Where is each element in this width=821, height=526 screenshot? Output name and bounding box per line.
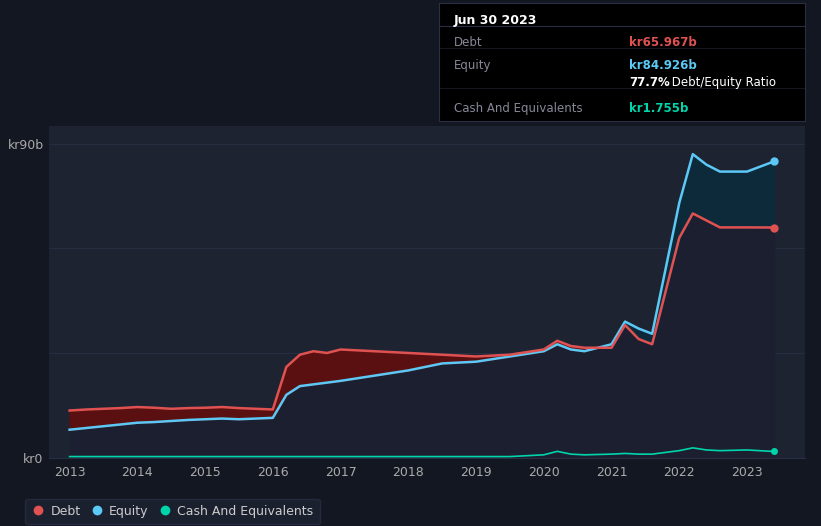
Text: Cash And Equivalents: Cash And Equivalents (454, 102, 582, 115)
Text: kr1.755b: kr1.755b (629, 102, 689, 115)
Text: kr65.967b: kr65.967b (629, 36, 697, 49)
Text: Equity: Equity (454, 59, 491, 73)
Legend: Debt, Equity, Cash And Equivalents: Debt, Equity, Cash And Equivalents (25, 499, 320, 524)
Text: 77.7%: 77.7% (629, 76, 670, 89)
Text: Debt: Debt (454, 36, 483, 49)
Text: kr84.926b: kr84.926b (629, 59, 697, 73)
Text: Jun 30 2023: Jun 30 2023 (454, 14, 537, 27)
Text: Debt/Equity Ratio: Debt/Equity Ratio (667, 76, 776, 89)
